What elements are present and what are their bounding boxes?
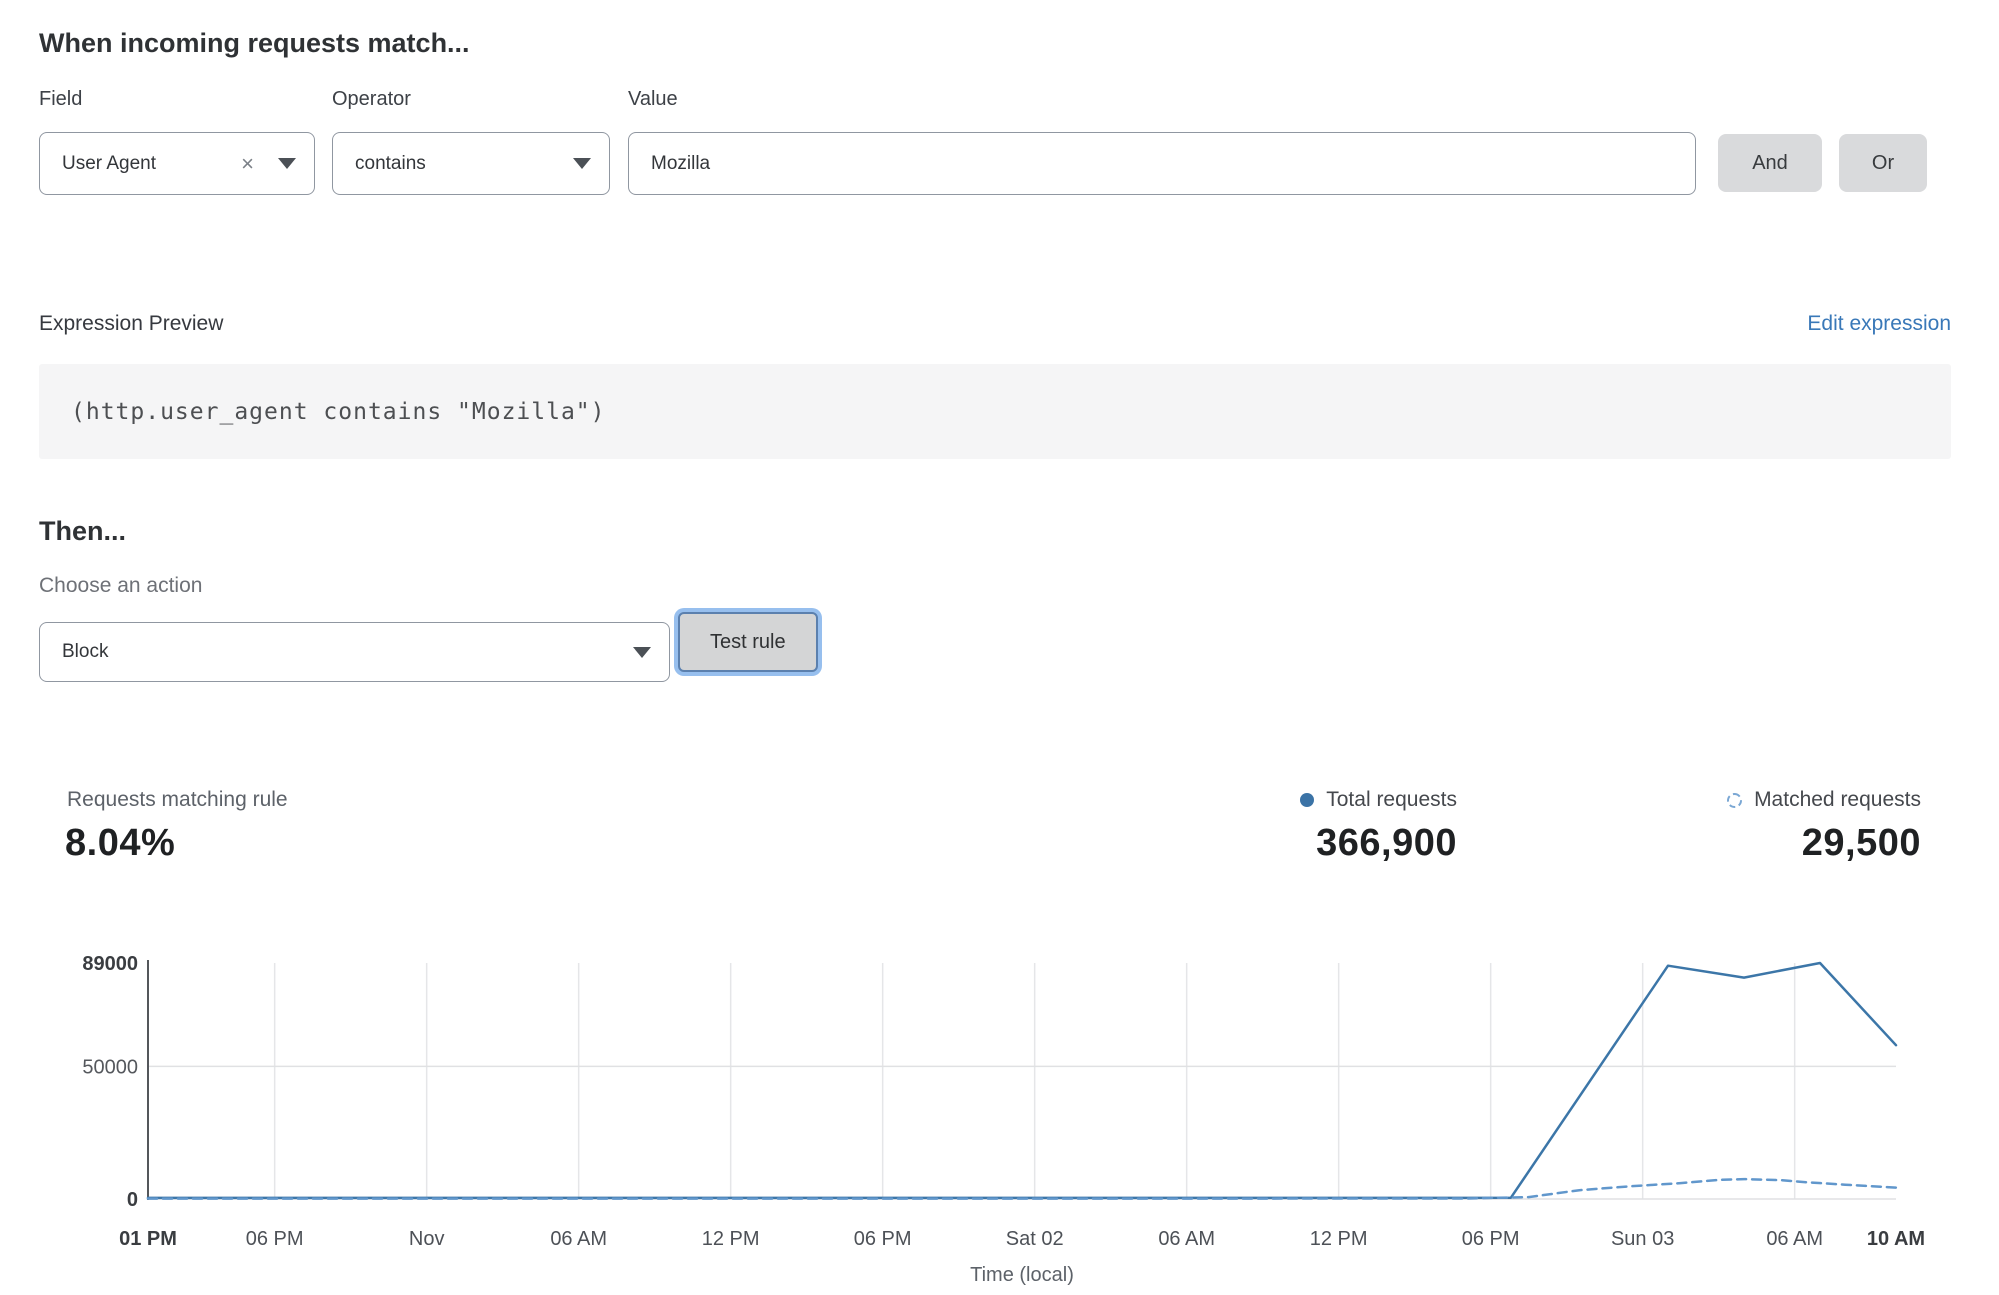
solid-dot-icon — [1300, 793, 1315, 807]
requests-matching-value: 8.04% — [65, 822, 176, 864]
operator-select-value: contains — [355, 152, 426, 174]
x-axis-title: Time (local) — [970, 1264, 1074, 1286]
x-tick-label: Sat 02 — [1006, 1228, 1064, 1250]
edit-expression-link[interactable]: Edit expression — [1807, 312, 1951, 335]
total-requests-value: 366,900 — [1316, 822, 1457, 864]
choose-action-label: Choose an action — [39, 574, 203, 597]
matched-requests-legend: Matched requests — [1727, 788, 1921, 812]
operator-select[interactable]: contains — [332, 132, 610, 195]
expression-code-block: (http.user_agent contains "Mozilla") — [39, 364, 1951, 459]
page-title: When incoming requests match... — [39, 28, 470, 58]
x-tick-label: Sun 03 — [1611, 1228, 1674, 1250]
or-button[interactable]: Or — [1839, 134, 1927, 192]
dashed-circle-icon — [1727, 792, 1743, 808]
matched-requests-label: Matched requests — [1754, 788, 1921, 811]
and-button[interactable]: And — [1718, 134, 1822, 192]
clear-icon[interactable]: × — [241, 150, 254, 176]
field-label: Field — [39, 88, 83, 110]
y-tick-label: 89000 — [82, 953, 138, 975]
field-select-value: User Agent — [62, 152, 156, 174]
x-tick-label: 06 AM — [550, 1228, 607, 1250]
expression-code: (http.user_agent contains "Mozilla") — [71, 398, 606, 425]
y-tick-label: 0 — [127, 1189, 138, 1211]
x-tick-label: 06 PM — [246, 1228, 304, 1250]
x-tick-label: 06 AM — [1158, 1228, 1215, 1250]
series-solid — [146, 961, 1898, 1200]
total-requests-label: Total requests — [1326, 788, 1457, 811]
value-input[interactable] — [628, 132, 1696, 195]
then-title: Then... — [39, 516, 126, 546]
chevron-down-icon — [278, 158, 296, 169]
requests-matching-label: Requests matching rule — [67, 788, 288, 811]
value-label: Value — [628, 88, 678, 110]
x-tick-label: 12 PM — [702, 1228, 760, 1250]
x-tick-label: 01 PM — [119, 1228, 177, 1250]
matched-requests-value: 29,500 — [1801, 822, 1921, 864]
action-select[interactable]: Block — [39, 622, 670, 682]
y-tick-label: 50000 — [82, 1056, 138, 1078]
x-tick-label: 10 AM — [1867, 1228, 1925, 1250]
x-tick-label: 06 PM — [1462, 1228, 1520, 1250]
chevron-down-icon — [573, 158, 591, 169]
total-requests-legend: Total requests — [1300, 788, 1457, 812]
test-rule-button[interactable]: Test rule — [678, 612, 818, 672]
requests-line-chart: 0 50000 89000 01 PM 06 PM Nov 06 AM 12 PM 06 PM S… — [82, 953, 1925, 1286]
operator-label: Operator — [332, 88, 411, 110]
series-dashed — [146, 1177, 1898, 1200]
x-tick-label: 12 PM — [1310, 1228, 1368, 1250]
x-tick-label: 06 PM — [854, 1228, 912, 1250]
x-tick-label: Nov — [409, 1228, 445, 1250]
expression-preview-label: Expression Preview — [39, 312, 224, 335]
chevron-down-icon — [633, 646, 651, 658]
field-select[interactable]: User Agent × — [39, 132, 315, 195]
x-tick-label: 06 AM — [1766, 1228, 1823, 1250]
action-select-value: Block — [62, 641, 109, 662]
